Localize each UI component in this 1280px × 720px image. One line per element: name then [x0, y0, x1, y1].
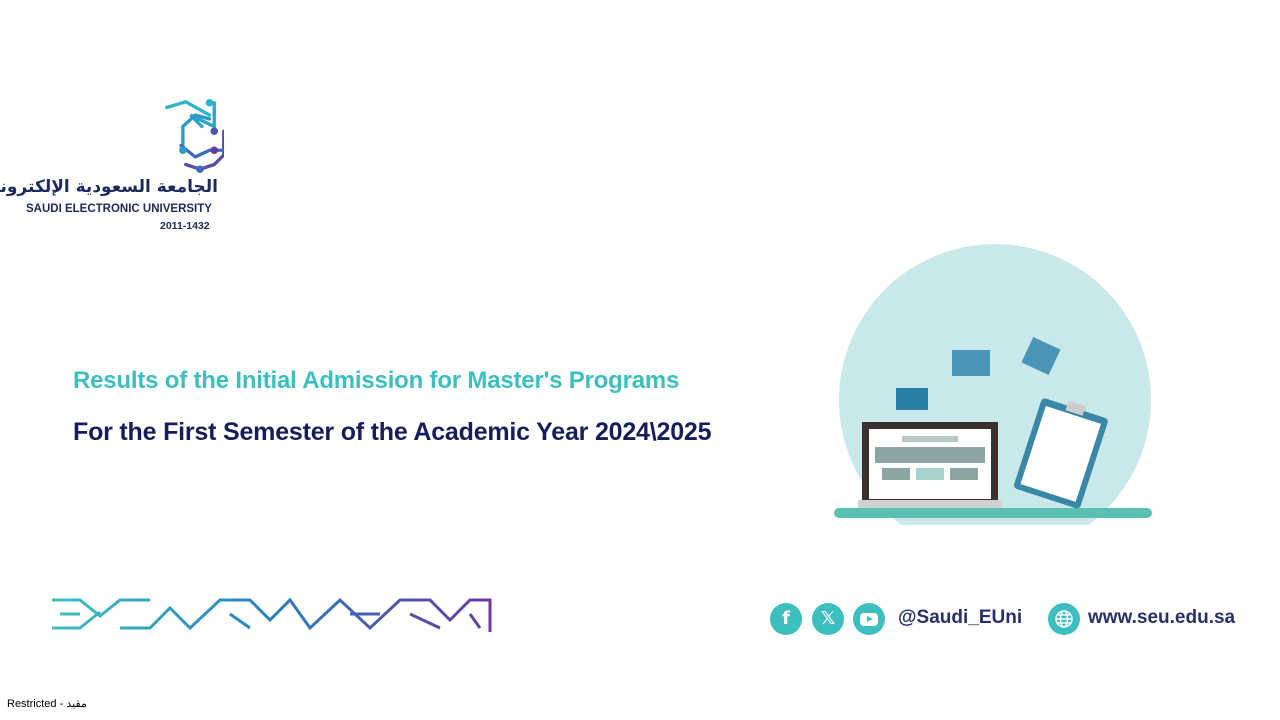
logo-english-name: SAUDI ELECTRONIC UNIVERSITY [26, 203, 212, 215]
website-link[interactable]: www.seu.edu.sa [1088, 607, 1236, 628]
classification-label: Restricted - مقيد [7, 698, 87, 710]
slide-subtitle: For the First Semester of the Academic Y… [73, 418, 712, 446]
facebook-icon[interactable]: f [770, 603, 802, 635]
logo-arabic-name: الجامعة السعودية الإلكترونية [0, 177, 218, 197]
youtube-icon[interactable] [853, 603, 885, 635]
logo-years: 2011-1432 [160, 220, 210, 232]
globe-icon [1048, 603, 1080, 635]
slide-title: Results of the Initial Admission for Mas… [73, 367, 680, 394]
decorative-pattern-strip [52, 597, 492, 632]
university-logo-mark [165, 98, 224, 174]
laptop-study-illustration [834, 244, 1152, 525]
social-handle[interactable]: @Saudi_EUni [898, 607, 1023, 628]
x-icon[interactable]: 𝕏 [812, 603, 844, 635]
